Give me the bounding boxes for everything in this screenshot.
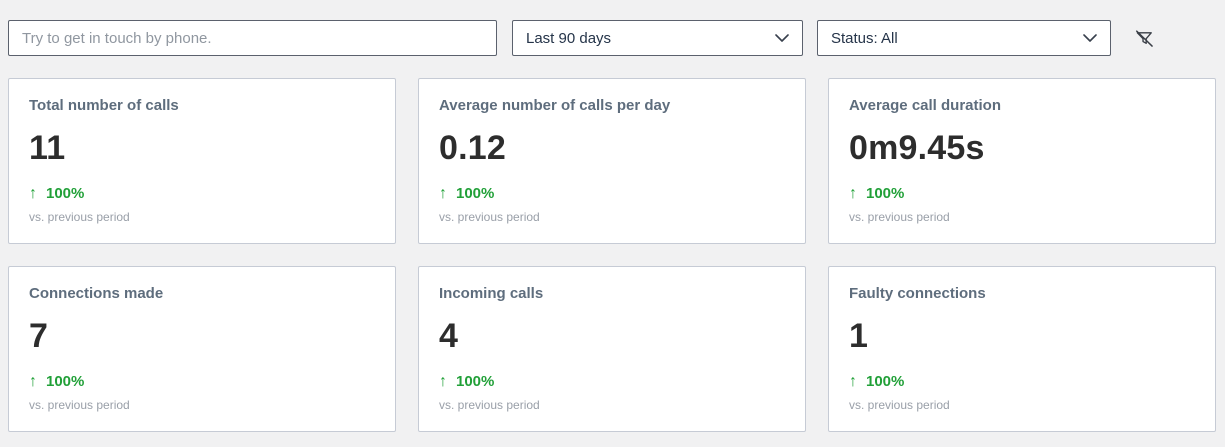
card-total-calls: Total number of calls 11 ↑ 100% vs. prev… xyxy=(8,78,396,244)
card-title: Average number of calls per day xyxy=(439,97,671,114)
kpi-cards-grid: Total number of calls 11 ↑ 100% vs. prev… xyxy=(0,56,1225,432)
card-value: 4 xyxy=(439,317,459,355)
card-connections-made: Connections made 7 ↑ 100% vs. previous p… xyxy=(8,266,396,432)
trend-indicator: ↑ 100% xyxy=(849,372,1195,391)
trend-indicator: ↑ 100% xyxy=(849,184,1195,203)
chevron-down-icon xyxy=(775,34,789,42)
card-value: 0.12 xyxy=(439,129,506,167)
period-select-value: Last 90 days xyxy=(526,29,612,47)
card-value: 1 xyxy=(849,317,869,355)
comparison-label: vs. previous period xyxy=(439,210,540,224)
card-title: Incoming calls xyxy=(439,285,544,302)
search-input[interactable] xyxy=(8,20,497,56)
trend-change: 100% xyxy=(456,185,495,202)
card-value: 7 xyxy=(29,317,49,355)
status-select-value: Status: All xyxy=(831,29,898,47)
trend-up-arrow-icon: ↑ xyxy=(29,185,37,202)
comparison-label: vs. previous period xyxy=(29,398,130,412)
card-avg-call-duration: Average call duration 0m9.45s ↑ 100% vs.… xyxy=(828,78,1216,244)
card-avg-calls-per-day: Average number of calls per day 0.12 ↑ 1… xyxy=(418,78,806,244)
card-value: 0m9.45s xyxy=(849,129,985,167)
trend-change: 100% xyxy=(46,185,85,202)
card-incoming-calls: Incoming calls 4 ↑ 100% vs. previous per… xyxy=(418,266,806,432)
filter-bar: Last 90 days Status: All xyxy=(0,0,1225,56)
clear-filters-button[interactable] xyxy=(1132,26,1156,50)
trend-up-arrow-icon: ↑ xyxy=(849,373,857,390)
trend-change: 100% xyxy=(456,373,495,390)
card-title: Connections made xyxy=(29,285,164,302)
card-title: Total number of calls xyxy=(29,97,179,114)
chevron-down-icon xyxy=(1083,34,1097,42)
card-faulty-connections: Faulty connections 1 ↑ 100% vs. previous… xyxy=(828,266,1216,432)
comparison-label: vs. previous period xyxy=(849,398,950,412)
comparison-label: vs. previous period xyxy=(29,210,130,224)
trend-change: 100% xyxy=(866,185,905,202)
trend-indicator: ↑ 100% xyxy=(439,372,785,391)
trend-up-arrow-icon: ↑ xyxy=(29,373,37,390)
card-title: Faulty connections xyxy=(849,285,986,302)
trend-indicator: ↑ 100% xyxy=(29,184,375,203)
trend-up-arrow-icon: ↑ xyxy=(439,373,447,390)
trend-change: 100% xyxy=(866,373,905,390)
trend-up-arrow-icon: ↑ xyxy=(849,185,857,202)
period-select[interactable]: Last 90 days xyxy=(512,20,803,56)
status-select[interactable]: Status: All xyxy=(817,20,1111,56)
comparison-label: vs. previous period xyxy=(849,210,950,224)
trend-indicator: ↑ 100% xyxy=(29,372,375,391)
filter-slash-icon xyxy=(1135,29,1153,47)
card-value: 11 xyxy=(29,129,66,167)
trend-change: 100% xyxy=(46,373,85,390)
card-title: Average call duration xyxy=(849,97,1001,114)
comparison-label: vs. previous period xyxy=(439,398,540,412)
trend-up-arrow-icon: ↑ xyxy=(439,185,447,202)
trend-indicator: ↑ 100% xyxy=(439,184,785,203)
